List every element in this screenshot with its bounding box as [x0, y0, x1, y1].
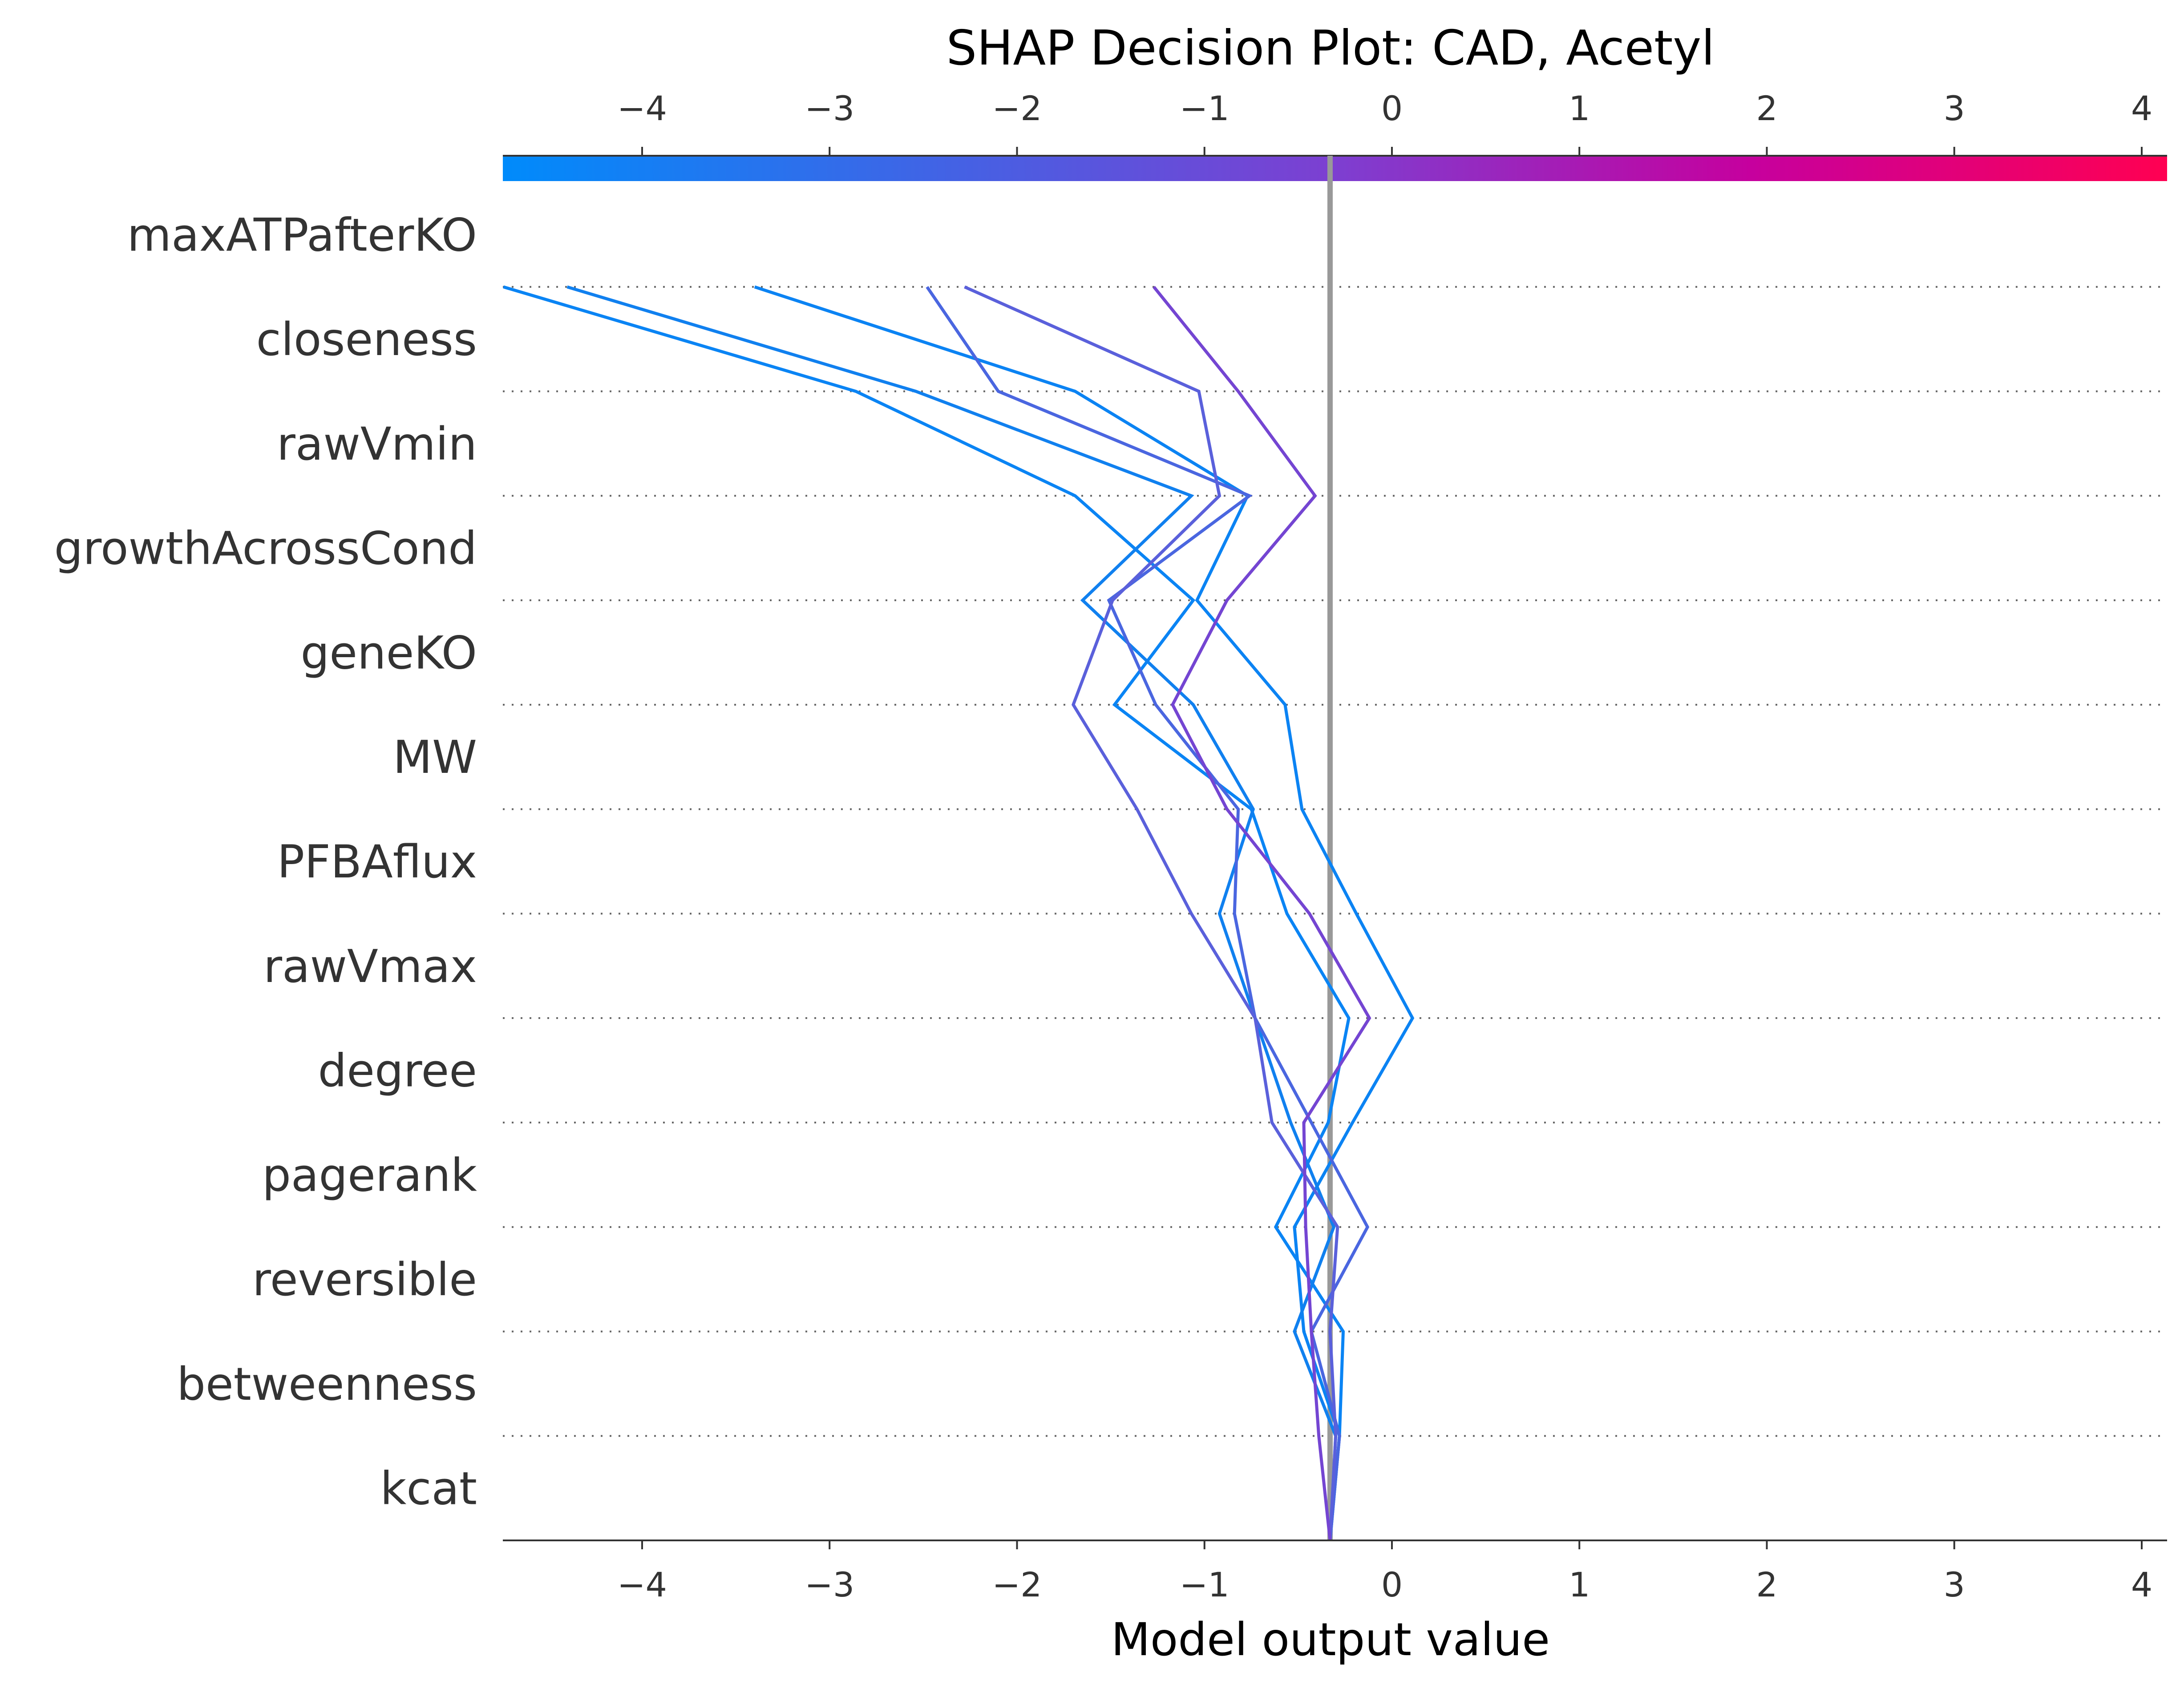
decision-line — [1153, 286, 1371, 1541]
top-x-axis-ticks: −4 −3 −2 −1 0 1 2 3 4 — [617, 89, 2152, 156]
x-axis-label: Model output value — [1111, 1613, 1550, 1666]
feature-label: PFBAflux — [277, 836, 477, 889]
top-tick-label: 4 — [2131, 89, 2152, 128]
feature-label: pagerank — [262, 1149, 477, 1202]
feature-label: degree — [318, 1045, 477, 1098]
bottom-tick-label: 3 — [1944, 1565, 1965, 1604]
decision-line — [503, 285, 1351, 1541]
decision-line — [964, 285, 1339, 1541]
feature-label: MW — [393, 731, 477, 784]
feature-label: kcat — [380, 1463, 477, 1515]
top-tick-label: 2 — [1756, 89, 1777, 128]
top-tick-label: −3 — [805, 89, 854, 128]
feature-label: rawVmin — [277, 418, 477, 471]
top-tick-label: −4 — [617, 89, 667, 128]
decision-lines — [503, 285, 1415, 1541]
feature-label: rawVmax — [263, 940, 477, 993]
bottom-x-axis-ticks: −4 −3 −2 −1 0 1 2 3 4 — [617, 1540, 2152, 1604]
top-tick-label: 1 — [1569, 89, 1590, 128]
feature-label: maxATPafterKO — [127, 209, 477, 262]
decision-line — [566, 285, 1338, 1541]
feature-labels: maxATPafterKO closeness rawVmin growthAcros… — [54, 209, 477, 1515]
feature-label: geneKO — [301, 626, 477, 679]
bottom-tick-label: −1 — [1180, 1565, 1230, 1604]
feature-label: betweenness — [177, 1358, 477, 1411]
feature-label: growthAcrossCond — [54, 522, 477, 575]
feature-label: closeness — [256, 313, 477, 366]
feature-gridlines — [503, 286, 2167, 1437]
top-tick-label: 3 — [1944, 89, 1965, 128]
colorbar — [503, 157, 2167, 181]
bottom-tick-label: 2 — [1756, 1565, 1777, 1604]
feature-label: reversible — [252, 1253, 477, 1306]
bottom-tick-label: −4 — [617, 1565, 667, 1604]
top-tick-label: 0 — [1381, 89, 1403, 128]
bottom-tick-label: 1 — [1569, 1565, 1590, 1604]
top-tick-label: −1 — [1180, 89, 1230, 128]
bottom-tick-label: 0 — [1381, 1565, 1403, 1604]
bottom-tick-label: −2 — [992, 1565, 1042, 1604]
top-tick-label: −2 — [992, 89, 1042, 128]
bottom-tick-label: 4 — [2131, 1565, 2152, 1604]
chart-title: SHAP Decision Plot: CAD, Acetyl — [946, 20, 1715, 76]
bottom-tick-label: −3 — [805, 1565, 854, 1604]
